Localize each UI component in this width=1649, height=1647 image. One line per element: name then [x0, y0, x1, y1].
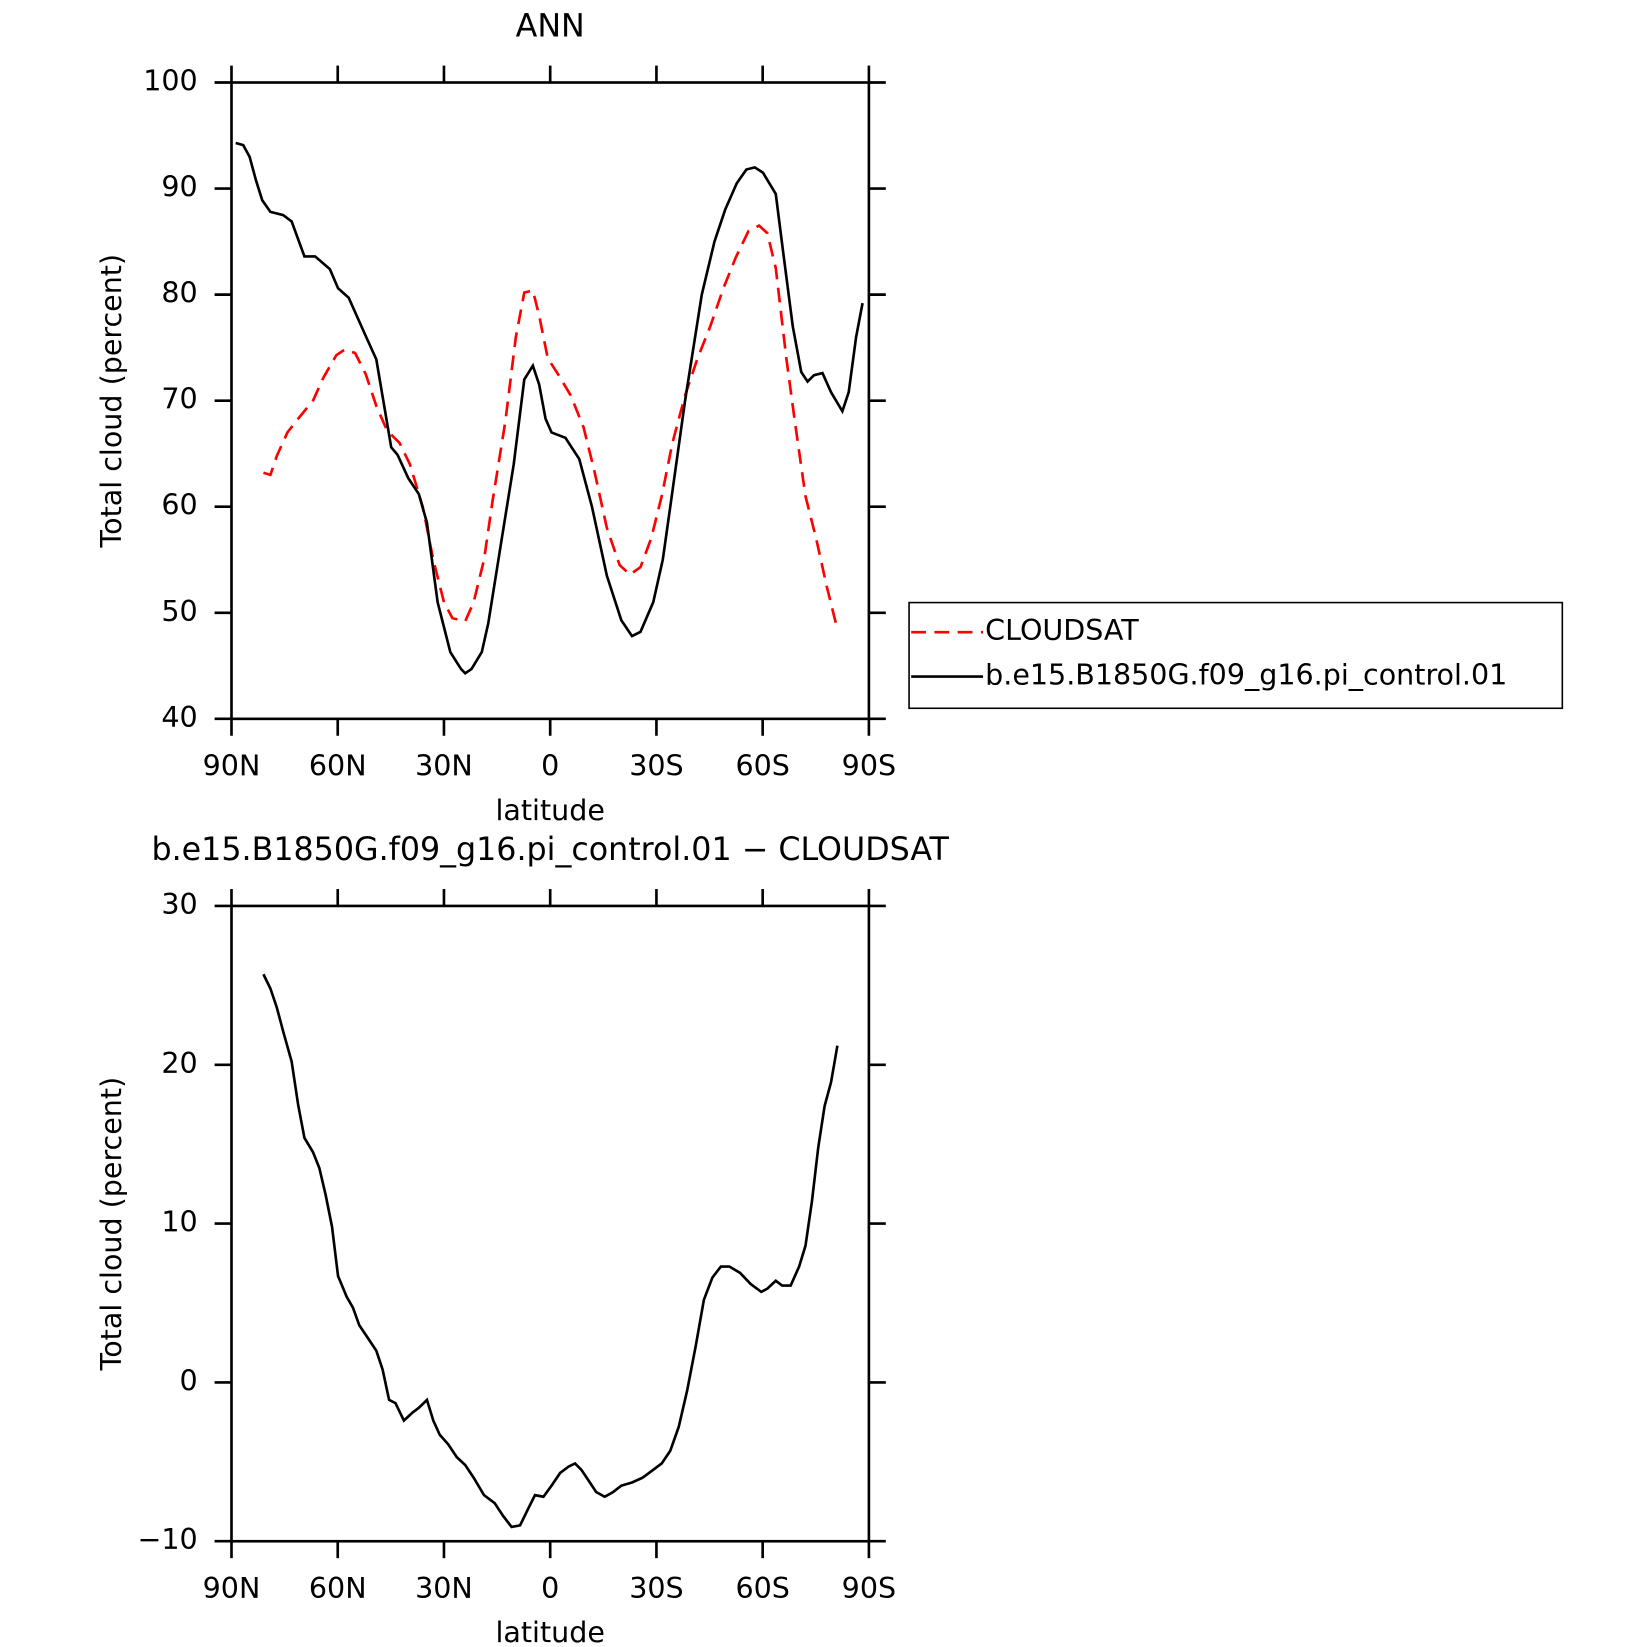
- plot-frame: [230, 904, 871, 1543]
- x-tick-label: 90S: [842, 749, 896, 782]
- x-tick-label: 60S: [735, 749, 789, 782]
- x-tick-label: 30S: [629, 1572, 683, 1605]
- x-tick-label: 30N: [415, 1572, 473, 1605]
- x-tick-label: 0: [541, 749, 559, 782]
- x-tick-label: 60S: [735, 1572, 789, 1605]
- series-line: [235, 141, 864, 676]
- y-tick-label: −10: [137, 1523, 197, 1556]
- chart-title: b.e15.B1850G.f09_g16.pi_control.01 − CLO…: [151, 832, 949, 868]
- y-tick-label: 80: [161, 277, 197, 310]
- series-line: [262, 973, 839, 1529]
- legend-box: [908, 601, 1564, 710]
- y-tick-label: 20: [161, 1047, 197, 1080]
- x-tick-label: 30S: [629, 749, 683, 782]
- chart-title: ANN: [516, 9, 585, 45]
- x-tick-label: 60N: [309, 1572, 367, 1605]
- y-tick-label: 90: [161, 171, 197, 204]
- y-tick-label: 50: [161, 595, 197, 628]
- y-tick-label: 10: [161, 1206, 197, 1239]
- x-axis-label: latitude: [495, 1616, 604, 1647]
- y-axis-label: Total cloud (percent): [95, 254, 128, 549]
- x-tick-label: 30N: [415, 749, 473, 782]
- y-axis-label: Total cloud (percent): [95, 1077, 128, 1372]
- y-tick-label: 30: [161, 888, 197, 921]
- x-axis-label: latitude: [495, 794, 604, 827]
- x-tick-label: 60N: [309, 749, 367, 782]
- legend-label: b.e15.B1850G.f09_g16.pi_control.01: [985, 659, 1507, 692]
- plot-frame: [230, 81, 871, 721]
- y-tick-label: 60: [161, 489, 197, 522]
- y-tick-label: 40: [161, 701, 197, 734]
- x-tick-label: 90N: [203, 749, 261, 782]
- x-tick-label: 0: [541, 1572, 559, 1605]
- y-tick-label: 0: [180, 1364, 198, 1397]
- legend-label: CLOUDSAT: [985, 614, 1139, 647]
- y-tick-label: 70: [161, 383, 197, 416]
- y-tick-label: 100: [143, 65, 197, 98]
- series-line: [263, 224, 838, 624]
- x-tick-label: 90N: [203, 1572, 261, 1605]
- x-tick-label: 90S: [842, 1572, 896, 1605]
